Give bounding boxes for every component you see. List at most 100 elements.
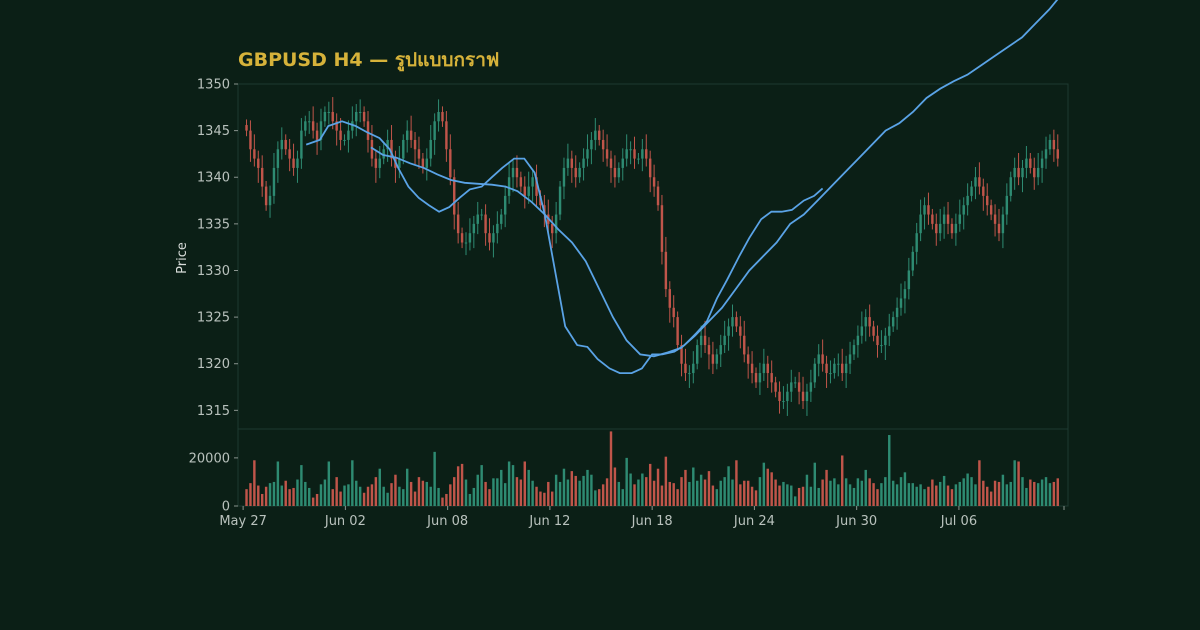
candle-body [817,354,820,364]
candle-body [864,317,867,327]
volume-bar [362,492,366,506]
volume-bar [386,492,389,506]
volume-bar [1025,487,1028,506]
volume-bar [903,472,907,506]
volume-bar [492,478,495,506]
candle-body [386,139,389,150]
volume-bar [919,484,922,506]
candle-body [841,363,844,374]
candle-body [778,391,781,402]
volume-bar [648,463,652,506]
volume-bar [304,481,307,506]
volume-bar [997,481,1001,506]
volume-bar [680,477,683,506]
volume-bar [1013,460,1016,506]
volume-bar [437,487,440,506]
candle-body [605,149,609,159]
candle-body [562,167,566,187]
candle-body [982,186,985,196]
volume-bar [989,491,993,506]
candle-body [1005,195,1009,215]
candle-body [257,158,260,168]
chart-title: GBPUSD H4 — รูปแบบกราฟ [238,49,499,72]
x-tick-label: May 27 [219,514,267,529]
volume-bar [786,484,789,506]
candle-body [343,139,346,141]
candle-body [762,363,766,374]
volume-bar [484,481,487,506]
candle-body [405,130,409,140]
volume-bar [911,483,914,506]
volume-bar [711,485,715,506]
candle-body [852,345,856,355]
volume-bar [825,469,828,506]
volume-bar [829,480,832,506]
candle-body [746,354,750,364]
candle-body [1033,167,1036,178]
candle-body [731,317,734,327]
candle-body [743,335,746,355]
candle-body [688,373,691,375]
volume-bar [511,465,515,506]
volume-bar [884,477,887,506]
candle-body [472,223,476,234]
volume-bar [672,483,675,506]
candle-body [1025,158,1028,168]
candle-body [531,177,534,187]
volume-bar [633,484,636,506]
volume-bar [453,477,456,506]
volume-bar [790,485,793,506]
candle-body [989,205,993,215]
volume-bar [319,484,323,506]
volume-bar [378,468,381,506]
volume-bar [656,468,660,506]
volume-bar [398,486,401,506]
volume-bar [1036,483,1040,506]
candle-body [891,317,895,327]
volume-bar [417,477,421,506]
candle-body [797,382,801,392]
candle-body [492,233,495,243]
volume-bar [1033,481,1036,506]
volume-bar [343,485,346,506]
candle-body [449,149,452,178]
volume-bar [942,475,946,506]
volume-bar [480,465,483,506]
candle-body [1052,139,1056,150]
volume-bar [797,487,801,506]
candle-body [496,223,499,234]
volume-bar [766,468,769,506]
candle-body [355,111,358,122]
volume-bar [550,491,554,506]
volume-bar [370,484,374,506]
candle-body [880,345,883,347]
volume-bar [978,460,981,506]
candle-body [351,121,354,131]
candle-body [966,195,969,206]
candle-body [672,307,675,318]
volume-bar [931,479,934,506]
candle-body [750,363,754,374]
candle-body [374,158,378,168]
volume-bar [821,479,824,506]
candle-body [821,354,824,364]
candle-body [300,130,303,159]
candle-body [550,223,554,234]
volume-bar [605,478,609,506]
volume-bar [664,456,668,506]
volume-bar [268,483,272,506]
volume-bar [464,479,468,506]
candle-body [903,289,907,299]
candle-body [598,130,601,140]
volume-bar [272,481,276,506]
volume-bar [586,469,589,506]
volume-bar [986,486,989,506]
candle-body [703,335,707,346]
volume-bar [429,486,432,506]
volume-bar [848,484,852,506]
moving-averages [305,0,1059,374]
volume-bar [276,461,280,506]
volume-bar [927,486,930,506]
price-tick-label: 1320 [197,357,230,372]
candle-body [735,317,738,327]
